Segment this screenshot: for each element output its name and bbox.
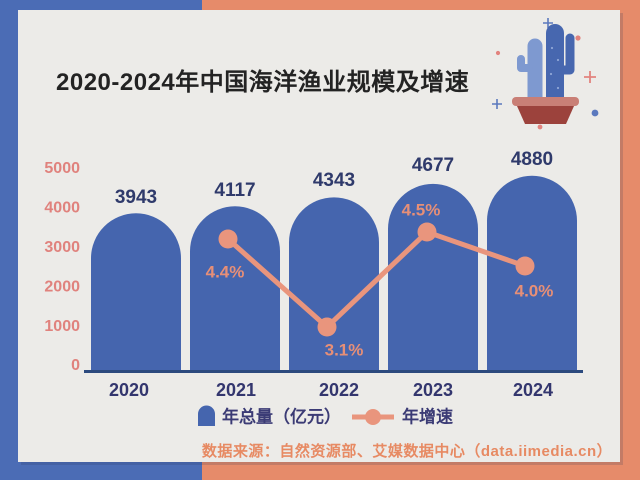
pot-rim — [512, 97, 579, 106]
x-axis: 2020 2021 2022 2023 2024 — [109, 380, 553, 400]
cactus-arm — [557, 33, 575, 75]
x-axis-label: 2024 — [513, 380, 553, 400]
dot-icon — [495, 50, 501, 56]
cactus-plant — [517, 24, 575, 109]
bar-value-labels: 3943 4117 4343 4677 4880 — [115, 149, 553, 208]
bar-value-label: 4880 — [511, 149, 553, 170]
arch-bar-swatch-icon — [198, 405, 215, 426]
x-axis-label: 2023 — [413, 380, 453, 400]
bar-series — [91, 175, 577, 371]
pot-body — [517, 106, 574, 124]
sparkle-icon — [543, 18, 553, 28]
line-point-2022 — [317, 317, 337, 337]
growth-line — [226, 229, 526, 330]
bar-value-label: 4677 — [412, 155, 454, 176]
x-axis-label: 2022 — [319, 380, 359, 400]
legend-label-bars: 年总量（亿元） — [222, 406, 341, 426]
sparkles — [492, 18, 599, 130]
bar-2023 — [388, 183, 479, 371]
line-point-2021 — [218, 229, 238, 249]
cactus-arm — [517, 55, 533, 72]
line-point-2023 — [417, 222, 437, 242]
dot-icon — [537, 124, 543, 130]
bar-2021 — [190, 206, 280, 371]
bar-2020 — [91, 213, 181, 371]
line-value-label: 3.1% — [325, 340, 364, 359]
y-axis-tick: 3000 — [44, 239, 80, 256]
y-axis-tick: 2000 — [44, 279, 80, 296]
bar-2024 — [487, 175, 577, 371]
growth-line-labels: 4.4% 3.1% 4.5% 4.0% — [206, 200, 554, 359]
sparkle-icon — [492, 99, 502, 109]
y-axis-tick: 5000 — [44, 160, 80, 177]
line-dot-swatch-icon — [365, 409, 381, 425]
y-axis-tick: 4000 — [44, 200, 80, 217]
sparkle-icon — [584, 71, 596, 83]
line-value-label: 4.4% — [206, 262, 245, 281]
dot-icon — [591, 109, 599, 117]
bar-value-label: 3943 — [115, 187, 157, 208]
bar-2022 — [289, 197, 379, 371]
y-axis-tick: 1000 — [44, 318, 80, 335]
data-source-note: 数据来源：自然资源部、艾媒数据中心（data.iimedia.cn） — [202, 442, 612, 460]
line-point-2024 — [515, 256, 535, 276]
page-title: 2020-2024年中国海洋渔业规模及增速 — [56, 69, 470, 96]
line-value-label: 4.0% — [515, 281, 554, 300]
x-axis-label: 2020 — [109, 380, 149, 400]
dot-icon — [575, 35, 581, 41]
bar-value-label: 4343 — [313, 170, 355, 191]
x-axis-label: 2021 — [216, 380, 256, 400]
line-value-label: 4.5% — [402, 200, 441, 219]
y-axis-tick: 0 — [71, 357, 80, 374]
y-axis: 5000 4000 3000 2000 1000 0 — [44, 160, 80, 374]
growth-line-points — [218, 222, 535, 337]
legend-label-line: 年增速 — [402, 406, 453, 426]
cactus-pot — [512, 97, 579, 124]
bar-value-label: 4117 — [214, 180, 255, 201]
chart-legend: 年总量（亿元） 年增速 — [198, 405, 453, 426]
